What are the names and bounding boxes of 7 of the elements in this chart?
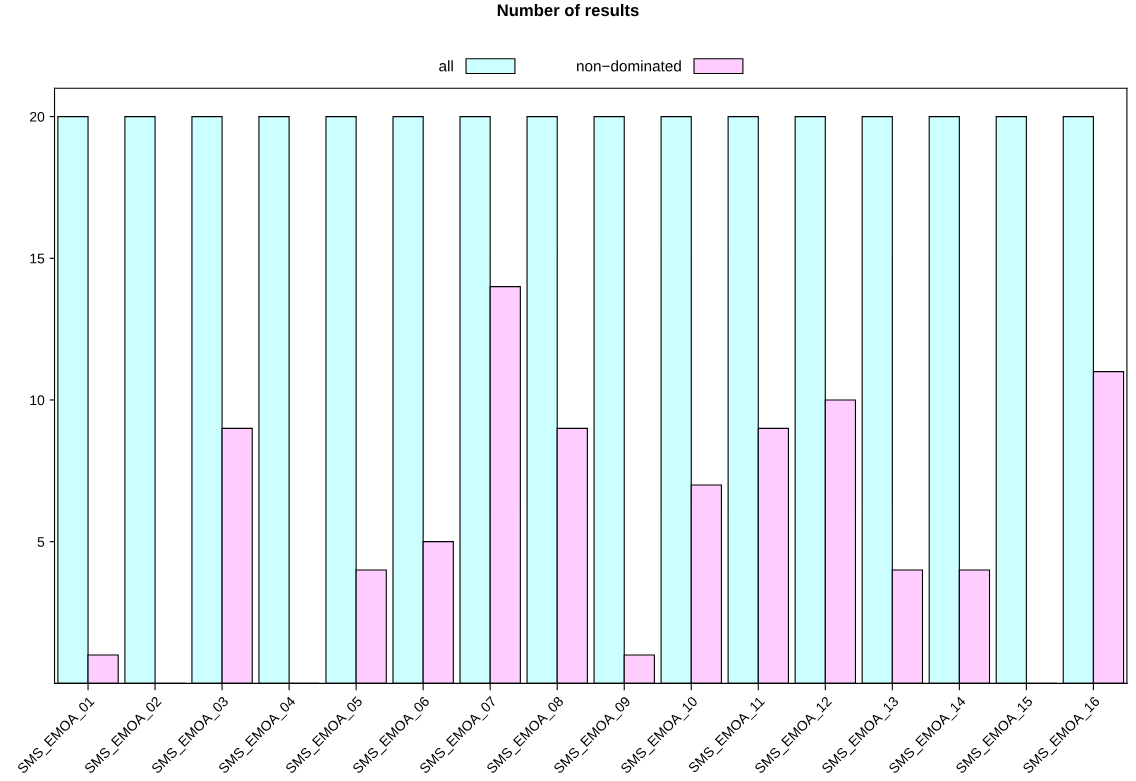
y-tick-label: 10: [30, 395, 45, 406]
y-tick-label: 15: [30, 253, 45, 264]
y-tick-label: 5: [37, 537, 45, 547]
y-tick-label: 20: [30, 111, 45, 122]
chart-title: Number of results: [497, 3, 639, 17]
legend-label: non−dominated: [577, 60, 681, 72]
legend-label: all: [439, 60, 453, 72]
